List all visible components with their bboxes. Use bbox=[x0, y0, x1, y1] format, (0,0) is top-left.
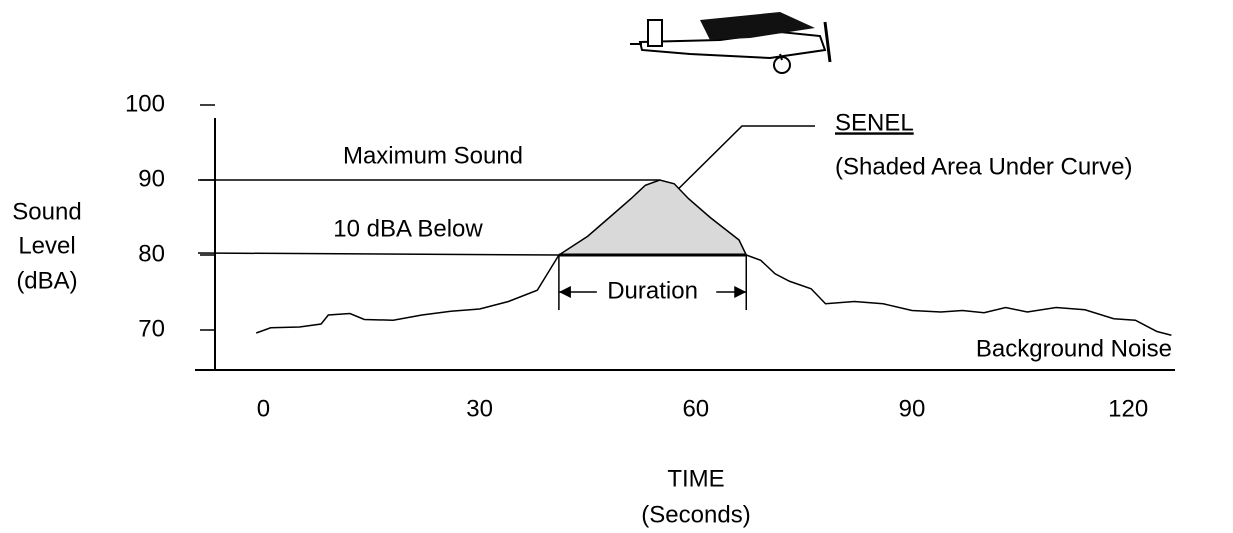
x-label: (Seconds) bbox=[641, 501, 750, 528]
y-label: (dBA) bbox=[16, 267, 77, 294]
below-label: 10 dBA Below bbox=[333, 215, 483, 242]
chart: Maximum Sound 10 dBA Below SENEL (Shaded… bbox=[0, 0, 1233, 533]
shaded-area bbox=[559, 180, 746, 255]
x-tick-label: 0 bbox=[257, 395, 270, 422]
sound-curve bbox=[256, 180, 1171, 335]
y-label: Sound bbox=[12, 198, 81, 225]
y-tick-label: 90 bbox=[138, 165, 165, 192]
senel-label: SENEL bbox=[835, 109, 914, 136]
max-label: Maximum Sound bbox=[343, 142, 523, 169]
x-tick-label: 60 bbox=[682, 395, 709, 422]
x-tick-label: 30 bbox=[466, 395, 493, 422]
duration-label: Duration bbox=[607, 277, 698, 304]
y-tick-label: 70 bbox=[138, 315, 165, 342]
background-label: Background Noise bbox=[976, 335, 1172, 362]
y-tick-label: 80 bbox=[138, 240, 165, 267]
below-line bbox=[198, 253, 559, 255]
x-label: TIME bbox=[667, 465, 724, 492]
senel-note: (Shaded Area Under Curve) bbox=[835, 153, 1133, 180]
y-tick-label: 100 bbox=[125, 90, 165, 117]
x-tick-label: 90 bbox=[899, 395, 926, 422]
y-label: Level bbox=[18, 232, 75, 259]
airplane-icon bbox=[630, 12, 830, 73]
x-tick-label: 120 bbox=[1108, 395, 1148, 422]
arrow-head bbox=[734, 286, 746, 298]
arrow-head bbox=[559, 286, 571, 298]
